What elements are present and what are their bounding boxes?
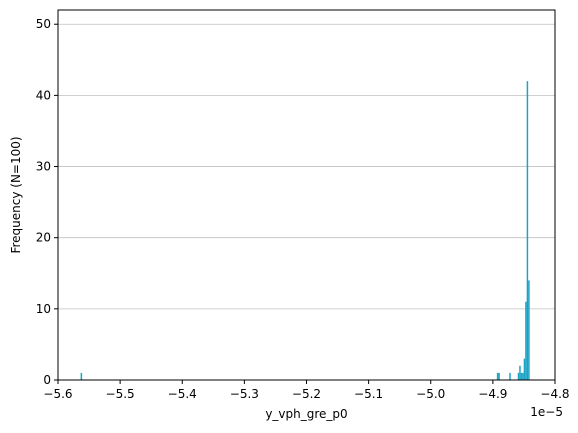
- x-tick-label-4: −5.2: [292, 387, 321, 401]
- histogram-bar-0: [80, 372, 83, 380]
- x-tick-label-1: −5.5: [106, 387, 135, 401]
- grid-lines: [58, 23, 555, 381]
- histogram-bar-5: [519, 365, 521, 380]
- y-tick-label-4: 40: [36, 88, 51, 102]
- histogram-bar-9: [525, 301, 527, 380]
- y-axis-ticks: 0 10 20 30 40 50: [36, 17, 58, 387]
- x-tick-label-5: −5.1: [354, 387, 383, 401]
- histogram-bar-8: [523, 358, 526, 380]
- histogram-bar-7: [522, 372, 524, 380]
- x-tick-label-6: −5.0: [416, 387, 445, 401]
- x-tick-label-7: −4.9: [478, 387, 507, 401]
- histogram-bar-10: [526, 81, 529, 381]
- y-tick-label-5: 50: [36, 17, 51, 31]
- histogram-bars: [80, 81, 530, 381]
- x-axis-ticks: −5.6 −5.5 −5.4 −5.3 −5.2 −5.1 −5.0 −4.9 −4.8: [43, 380, 570, 401]
- histogram-bar-3: [509, 372, 511, 380]
- histogram-bar-1: [496, 372, 499, 380]
- x-tick-label-0: −5.6: [43, 387, 72, 401]
- x-axis-label: y_vph_gre_p0: [265, 407, 347, 421]
- histogram-bar-4: [517, 372, 520, 380]
- y-tick-label-1: 10: [36, 302, 51, 316]
- x-axis-offset-label: 1e−5: [530, 405, 563, 419]
- histogram-bar-2: [498, 372, 500, 380]
- y-tick-label-3: 30: [36, 160, 51, 174]
- histogram-bar-6: [520, 372, 523, 380]
- x-tick-label-2: −5.4: [168, 387, 197, 401]
- y-tick-label-0: 0: [43, 373, 51, 387]
- y-axis-label: Frequency (N=100): [9, 136, 23, 253]
- x-tick-label-3: −5.3: [230, 387, 259, 401]
- y-tick-label-2: 20: [36, 231, 51, 245]
- plot-frame: [57, 9, 556, 381]
- histogram-bar-11: [528, 280, 530, 380]
- x-tick-label-8: −4.8: [540, 387, 569, 401]
